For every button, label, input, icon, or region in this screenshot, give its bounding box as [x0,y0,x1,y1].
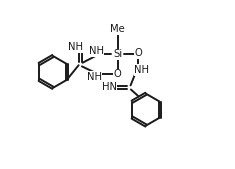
Text: NH: NH [68,42,83,52]
Text: NH: NH [134,65,149,75]
Text: Me: Me [110,24,125,34]
Text: O: O [114,69,121,79]
Text: O: O [135,49,142,58]
Text: Si: Si [113,49,122,59]
Text: NH: NH [86,72,102,82]
Text: HN: HN [102,81,117,91]
Text: NH: NH [89,46,104,56]
